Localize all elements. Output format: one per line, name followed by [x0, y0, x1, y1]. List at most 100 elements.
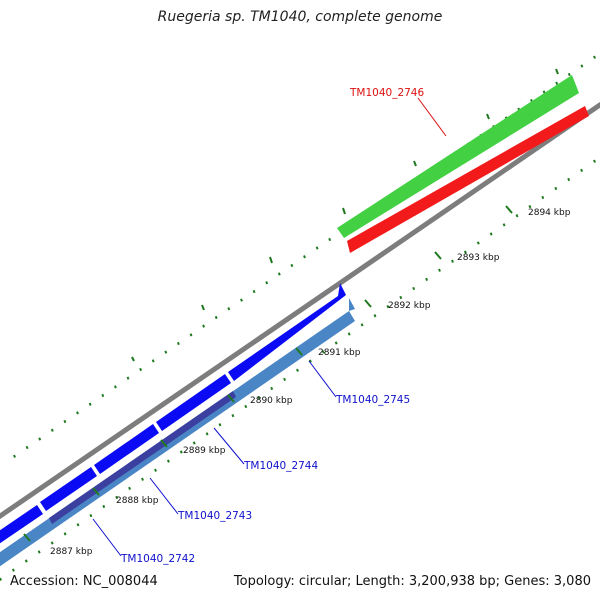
minor-tick [128, 486, 132, 490]
minor-tick [567, 177, 571, 182]
leader-line [417, 97, 447, 137]
genome-summary-text: Topology: circular; Length: 3,200,938 bp… [233, 574, 591, 589]
minor-tick [25, 445, 29, 450]
minor-tick [270, 386, 274, 391]
minor-tick [308, 359, 312, 363]
minor-tick [115, 495, 119, 500]
forward-cds-segment[interactable] [40, 467, 97, 511]
major-tick [486, 113, 490, 120]
gene-label-tm1040-2745[interactable]: TM1040_2745 [335, 394, 410, 406]
major-tick [201, 304, 205, 311]
minor-tick [89, 514, 93, 518]
minor-tick [176, 341, 180, 346]
minor-tick [386, 305, 390, 309]
accession-text: Accession: NC_008044 [10, 574, 158, 589]
major-tick [269, 256, 273, 264]
tick-label: 2892 kbp [388, 301, 431, 311]
minor-tick [399, 295, 403, 300]
minor-tick [76, 523, 80, 527]
gene-label-tm1040-2744[interactable]: TM1040_2744 [243, 460, 318, 472]
tick-label: 2893 kbp [457, 253, 500, 263]
reverse-cds-group [0, 298, 355, 569]
minor-tick [425, 277, 429, 281]
forward-cds-segment[interactable] [94, 424, 159, 474]
minor-tick [541, 195, 545, 200]
major-tick [295, 347, 303, 356]
forward-cds-segment[interactable] [156, 374, 231, 431]
minor-tick [283, 377, 287, 381]
tick-label: 2891 kbp [318, 348, 361, 358]
minor-tick [463, 250, 467, 254]
reverse-cds-track[interactable] [0, 311, 355, 569]
minor-tick [38, 437, 42, 441]
minor-tick [438, 268, 441, 272]
minor-tick [151, 359, 155, 363]
forward-cds-segment[interactable] [0, 505, 43, 546]
minor-tick [214, 315, 218, 320]
minor-tick [580, 64, 584, 68]
minor-tick [555, 81, 559, 85]
rna-features-group [337, 75, 589, 253]
tick-label: 2890 kbp [250, 396, 293, 406]
minor-tick [88, 402, 92, 406]
minor-tick [554, 186, 558, 191]
minor-tick [50, 541, 54, 545]
minor-tick [593, 55, 596, 59]
minor-tick [205, 432, 209, 436]
minor-tick [37, 550, 41, 554]
minor-tick [0, 577, 2, 581]
minor-tick [166, 459, 170, 463]
minor-tick [321, 350, 325, 354]
minor-tick [451, 259, 454, 263]
minor-tick [296, 368, 299, 372]
major-tick [505, 205, 513, 214]
major-tick [555, 68, 559, 75]
minor-tick [347, 332, 351, 336]
minor-tick [113, 385, 117, 389]
minor-tick [412, 286, 416, 291]
leader-line [149, 477, 179, 515]
major-tick [434, 251, 442, 260]
minor-tick [189, 333, 193, 337]
minor-tick [202, 324, 206, 328]
forward-cds-segment[interactable] [228, 283, 346, 381]
minor-tick [240, 298, 243, 302]
minor-tick [252, 289, 256, 294]
major-tick [342, 207, 346, 215]
minor-tick [231, 414, 235, 418]
reverse-rna-feature[interactable] [347, 106, 589, 253]
minor-tick [13, 454, 16, 458]
gene-label-tm1040-2743[interactable]: TM1040_2743 [177, 510, 252, 522]
major-tick [413, 160, 417, 167]
minor-tick [126, 376, 130, 380]
minor-tick [139, 367, 143, 372]
minor-tick [567, 72, 571, 77]
genome-backbone [0, 101, 600, 520]
reverse-cds-arrow-head [349, 298, 355, 311]
gene-label-tm1040-2746[interactable]: TM1040_2746 [349, 87, 424, 99]
leader-line [308, 360, 337, 398]
major-tick [227, 394, 235, 403]
minor-tick [290, 263, 294, 268]
minor-tick [154, 468, 157, 472]
minor-tick [63, 419, 67, 424]
minor-tick [244, 404, 248, 409]
major-tick [131, 356, 135, 362]
minor-tick [76, 411, 79, 415]
minor-tick [141, 477, 144, 481]
minor-tick [192, 441, 196, 445]
minor-tick [542, 90, 546, 94]
minor-tick [277, 272, 281, 276]
tick-label: 2894 kbp [528, 208, 571, 218]
gene-label-tm1040-2742[interactable]: TM1040_2742 [120, 553, 195, 565]
minor-tick [580, 168, 584, 172]
minor-tick [502, 223, 506, 227]
minor-tick [50, 428, 54, 432]
leader-line [92, 518, 122, 557]
forward-rna-feature[interactable] [337, 75, 579, 238]
minor-tick [24, 559, 28, 563]
forward-cds-group [0, 283, 346, 546]
major-ticks-group [23, 68, 559, 542]
minor-tick [476, 241, 480, 245]
minor-tick [102, 504, 106, 509]
